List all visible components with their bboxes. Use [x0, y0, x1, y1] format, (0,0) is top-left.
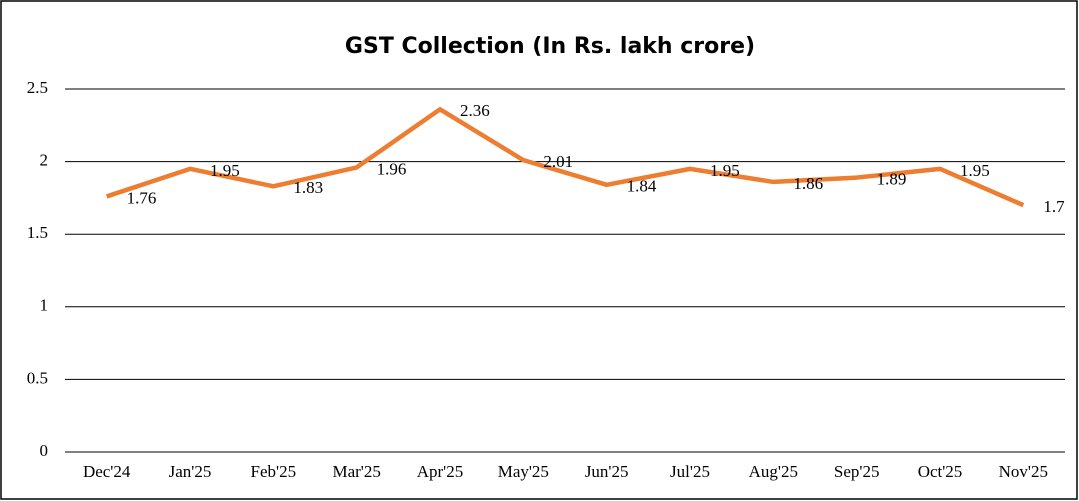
- x-tick-label: Aug'25: [749, 462, 798, 481]
- data-label: 2.36: [460, 101, 490, 120]
- y-tick-label: 0.5: [27, 368, 48, 387]
- data-label: 1.95: [710, 161, 740, 180]
- data-label: 1.76: [127, 188, 157, 207]
- x-tick-label: Nov'25: [999, 462, 1048, 481]
- y-tick-label: 0: [40, 441, 49, 460]
- x-tick-label: Jan'25: [169, 462, 212, 481]
- data-label: 1.95: [960, 161, 990, 180]
- x-tick-label: Apr'25: [417, 462, 464, 481]
- data-label: 1.96: [377, 159, 407, 178]
- x-tick-label: Mar'25: [332, 462, 380, 481]
- x-tick-label: Jul'25: [670, 462, 710, 481]
- x-tick-label: Sep'25: [834, 462, 880, 481]
- x-tick-label: Feb'25: [251, 462, 297, 481]
- y-tick-label: 1.5: [27, 223, 48, 242]
- data-label: 1.86: [793, 174, 823, 193]
- data-label: 1.89: [877, 169, 907, 188]
- x-tick-label: May'25: [498, 462, 549, 481]
- data-label: 2.01: [543, 152, 573, 171]
- data-label: 1.7: [1043, 197, 1065, 216]
- x-tick-label: Jun'25: [585, 462, 629, 481]
- x-tick-label: Dec'24: [83, 462, 131, 481]
- chart-title: GST Collection (In Rs. lakh crore): [345, 34, 755, 59]
- y-tick-label: 2.5: [27, 78, 48, 97]
- x-tick-label: Oct'25: [918, 462, 963, 481]
- data-line: [105, 107, 1025, 208]
- data-label: 1.84: [627, 177, 657, 196]
- y-tick-label: 1: [40, 296, 49, 315]
- data-label: 1.83: [293, 178, 323, 197]
- data-label: 1.95: [210, 161, 240, 180]
- y-tick-label: 2: [40, 151, 49, 170]
